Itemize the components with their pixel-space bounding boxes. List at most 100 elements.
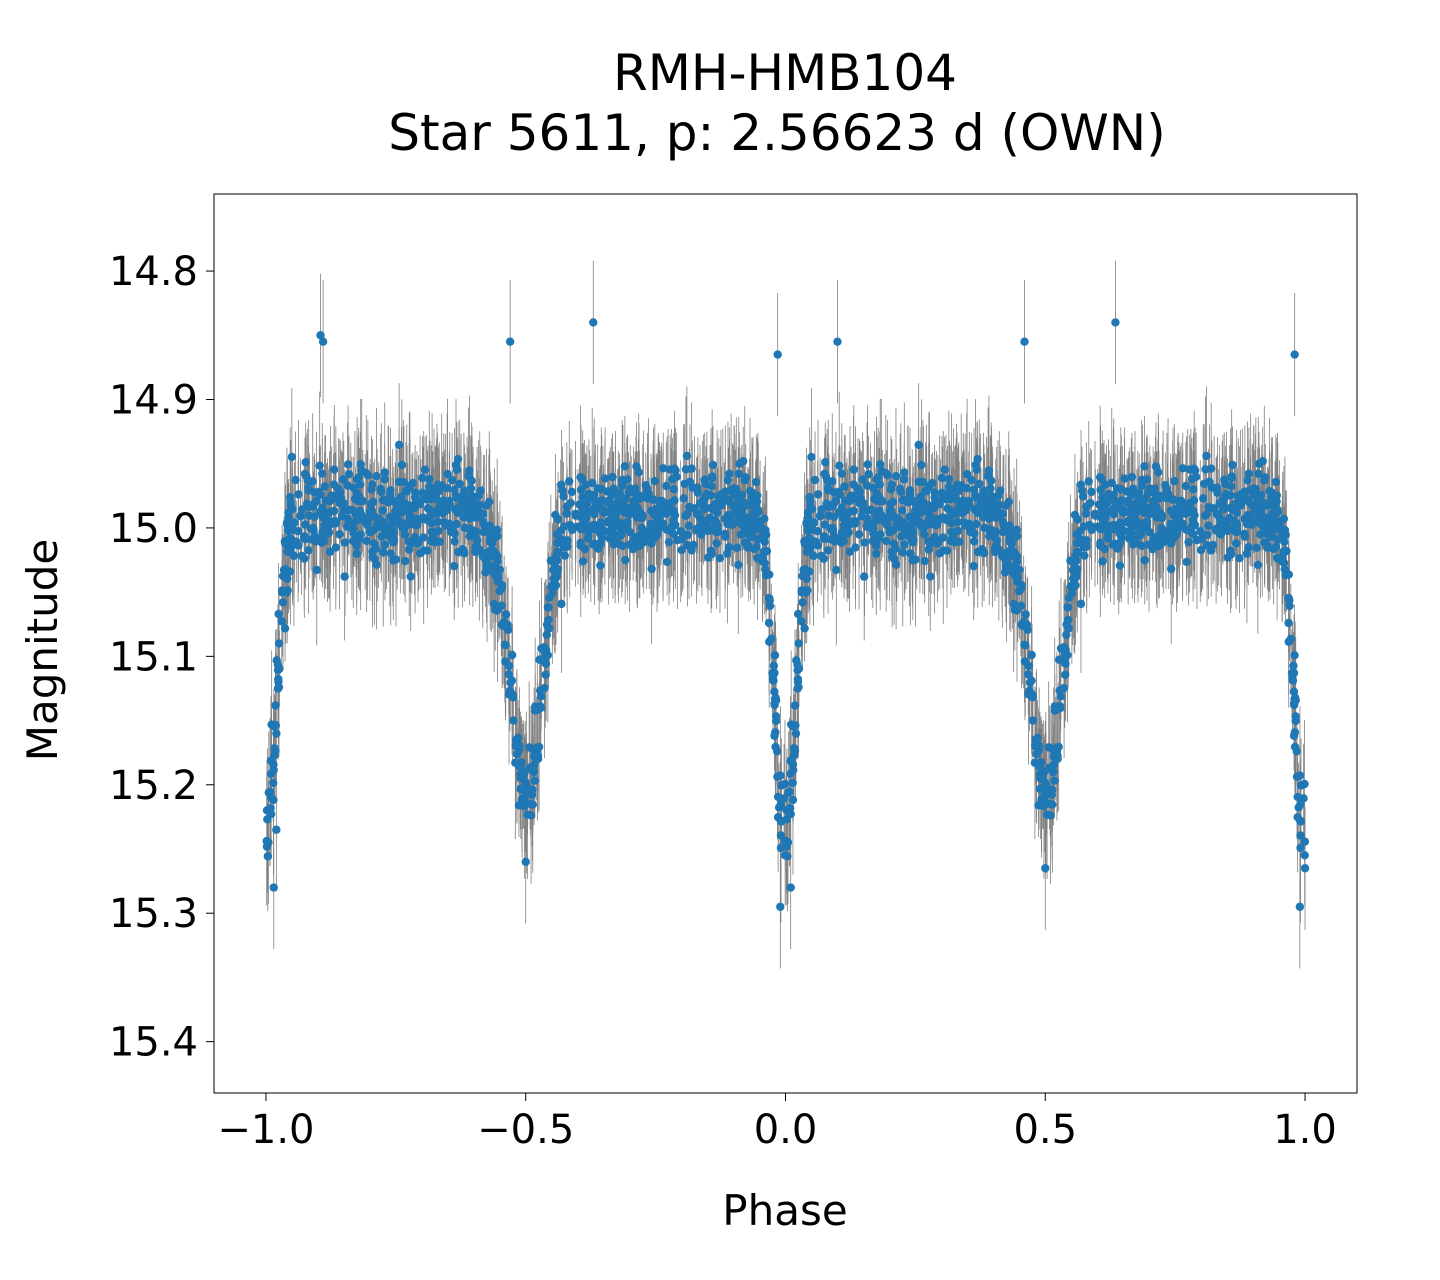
- data-point: [905, 490, 915, 499]
- data-point: [460, 548, 469, 558]
- data-point: [900, 540, 909, 549]
- data-point: [274, 639, 284, 648]
- data-point: [534, 742, 544, 752]
- data-point: [1271, 477, 1281, 487]
- data-point: [754, 523, 763, 533]
- data-point: [1240, 532, 1250, 541]
- data-point: [653, 522, 663, 531]
- data-point: [704, 553, 713, 562]
- data-point: [1079, 522, 1088, 531]
- data-point: [394, 477, 404, 487]
- data-point: [946, 537, 956, 546]
- data-point: [802, 547, 812, 556]
- data-point: [769, 661, 779, 670]
- data-point: [545, 624, 554, 633]
- data-point: [1196, 545, 1206, 555]
- data-point: [403, 504, 412, 514]
- data-point: [343, 514, 352, 523]
- data-point: [637, 523, 647, 533]
- data-point: [440, 518, 449, 527]
- data-point: [590, 490, 599, 500]
- data-point: [1295, 902, 1305, 911]
- data-point: [269, 778, 278, 788]
- data-point: [1257, 516, 1267, 525]
- data-point: [687, 464, 696, 473]
- data-point: [1012, 557, 1022, 566]
- data-point: [1192, 536, 1202, 545]
- y-axis-label: Magnitude: [18, 539, 67, 762]
- data-point: [1253, 560, 1263, 570]
- data-point: [290, 518, 299, 527]
- data-point: [485, 497, 494, 507]
- data-point: [835, 490, 845, 499]
- data-point: [967, 475, 976, 485]
- data-point: [501, 610, 511, 619]
- data-point: [300, 520, 310, 529]
- data-point: [1173, 496, 1183, 506]
- data-point: [557, 599, 566, 609]
- data-point: [1098, 557, 1107, 566]
- data-point: [809, 540, 818, 549]
- plot-frame: [213, 193, 1358, 1094]
- data-point: [677, 545, 686, 555]
- data-point: [1228, 505, 1237, 515]
- data-point: [1206, 546, 1216, 555]
- data-point: [707, 524, 716, 534]
- data-point: [728, 520, 737, 529]
- data-point: [516, 784, 525, 794]
- data-point: [406, 572, 415, 581]
- data-point: [749, 544, 759, 554]
- data-point: [813, 490, 823, 499]
- data-point: [343, 481, 352, 490]
- data-point: [560, 522, 569, 531]
- data-point: [741, 501, 750, 510]
- data-point: [576, 538, 585, 548]
- data-point: [464, 471, 473, 481]
- data-point: [659, 464, 668, 473]
- data-point: [832, 565, 841, 575]
- data-point: [365, 527, 375, 537]
- data-point: [875, 480, 884, 489]
- data-point: [647, 539, 656, 548]
- data-point: [815, 512, 825, 521]
- y-axis-ticks: 14.8 14.9 15.0 15.1 15.2 15.3 15.4: [109, 249, 214, 1066]
- data-point: [752, 477, 761, 487]
- data-point: [998, 527, 1008, 537]
- data-point: [715, 554, 725, 563]
- data-point: [372, 560, 381, 569]
- data-point: [1296, 817, 1306, 826]
- data-point: [692, 526, 701, 535]
- data-point: [1290, 742, 1300, 752]
- data-point: [991, 527, 1000, 536]
- data-point: [858, 475, 867, 484]
- data-point: [987, 491, 996, 501]
- data-point: [888, 497, 898, 507]
- data-point: [934, 537, 943, 546]
- data-point: [788, 760, 798, 769]
- data-point: [551, 510, 560, 520]
- data-point: [944, 513, 954, 523]
- data-point: [1174, 504, 1184, 513]
- data-point: [760, 514, 769, 523]
- data-point: [540, 655, 550, 665]
- data-point: [1063, 615, 1073, 625]
- data-point: [310, 498, 320, 508]
- data-point: [849, 480, 858, 489]
- data-point: [1082, 536, 1091, 545]
- data-point: [944, 482, 954, 492]
- data-point: [1227, 472, 1236, 481]
- data-point: [367, 485, 376, 494]
- data-point: [1289, 661, 1298, 670]
- data-point: [589, 318, 598, 327]
- data-point: [655, 513, 664, 522]
- data-point: [1190, 466, 1200, 475]
- data-point: [1004, 497, 1013, 507]
- data-point: [562, 542, 572, 551]
- data-point: [274, 609, 283, 619]
- data-point: [786, 883, 795, 892]
- data-point: [471, 527, 481, 536]
- data-point: [1013, 572, 1022, 582]
- data-point: [930, 488, 939, 497]
- data-point: [1175, 513, 1184, 522]
- data-point: [1242, 549, 1252, 558]
